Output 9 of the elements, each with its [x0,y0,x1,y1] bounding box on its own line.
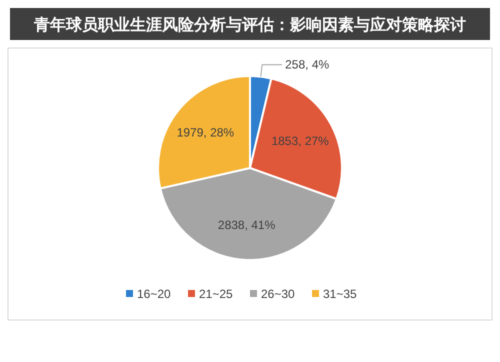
legend-label: 31~35 [323,287,358,301]
data-label: 1979, 28% [176,125,234,140]
legend-label: 16~20 [137,287,172,301]
chart-title: 青年球员职业生涯风险分析与评估：影响因素与应对策略探讨 [33,15,466,34]
data-label: 1853, 27% [271,134,330,148]
data-label: 2838, 41% [218,218,276,232]
legend-label: 21~25 [199,287,234,301]
data-label: 258, 4% [285,58,330,72]
legend-label: 26~30 [261,287,296,301]
